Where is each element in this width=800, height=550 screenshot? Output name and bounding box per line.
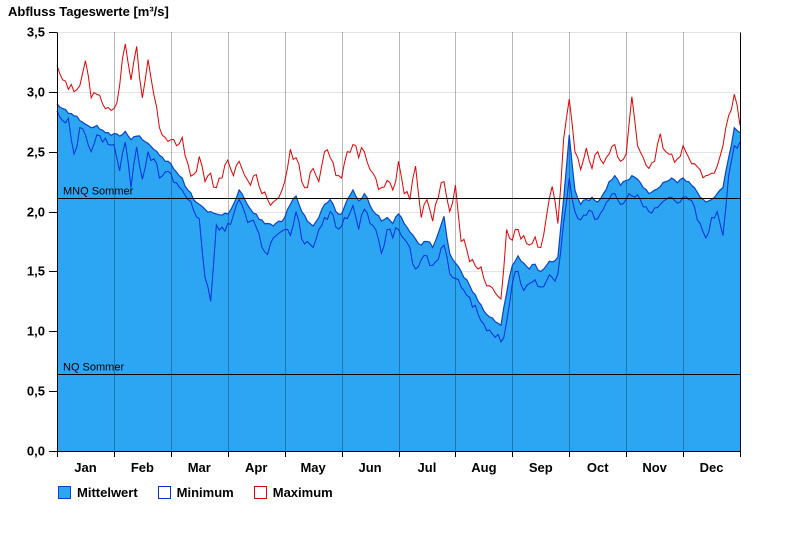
x-month-label: Sep — [529, 460, 553, 475]
mean-area — [57, 103, 740, 451]
min-line — [56, 110, 741, 344]
x-month-label: Jul — [418, 460, 437, 475]
y-tick-label: 3,5 — [27, 25, 45, 40]
reference-line-label: NQ Sommer — [63, 362, 124, 374]
legend-item-minimum: Minimum — [157, 485, 234, 500]
x-month-label: Jan — [74, 460, 96, 475]
y-tick-label: 2,0 — [27, 205, 45, 220]
mean-line — [56, 103, 741, 327]
chart-legend: Mittelwert Minimum Maximum — [58, 485, 333, 500]
x-month-label: Aug — [471, 460, 496, 475]
y-tick-label: 2,5 — [27, 145, 45, 160]
y-tick-label: 0,5 — [27, 384, 45, 399]
y-tick-label: 1,0 — [27, 324, 45, 339]
reference-line-label: MNQ Sommer — [63, 186, 134, 198]
y-tick-label: 0,0 — [27, 444, 45, 459]
legend-label-minimum: Minimum — [176, 485, 234, 500]
max-series-swatch-icon — [253, 486, 267, 499]
y-tick-label: 1,5 — [27, 264, 45, 279]
max-line — [56, 43, 741, 300]
legend-label-mittelwert: Mittelwert — [77, 485, 138, 500]
x-month-label: Oct — [587, 460, 609, 475]
x-month-label: Dec — [700, 460, 724, 475]
legend-label-maximum: Maximum — [272, 485, 333, 500]
x-month-label: Nov — [642, 460, 667, 475]
mean-series-swatch-icon — [58, 486, 71, 499]
x-month-label: Mar — [188, 460, 211, 475]
chart-title: Abfluss Tageswerte [m³/s] — [8, 4, 169, 19]
x-month-label: Jun — [358, 460, 381, 475]
x-month-label: May — [300, 460, 326, 475]
x-month-label: Apr — [245, 460, 267, 475]
legend-item-maximum: Maximum — [253, 485, 333, 500]
y-tick-label: 3,0 — [27, 85, 45, 100]
min-series-swatch-icon — [157, 486, 171, 499]
x-month-label: Feb — [131, 460, 154, 475]
legend-item-mittelwert: Mittelwert — [58, 485, 138, 500]
